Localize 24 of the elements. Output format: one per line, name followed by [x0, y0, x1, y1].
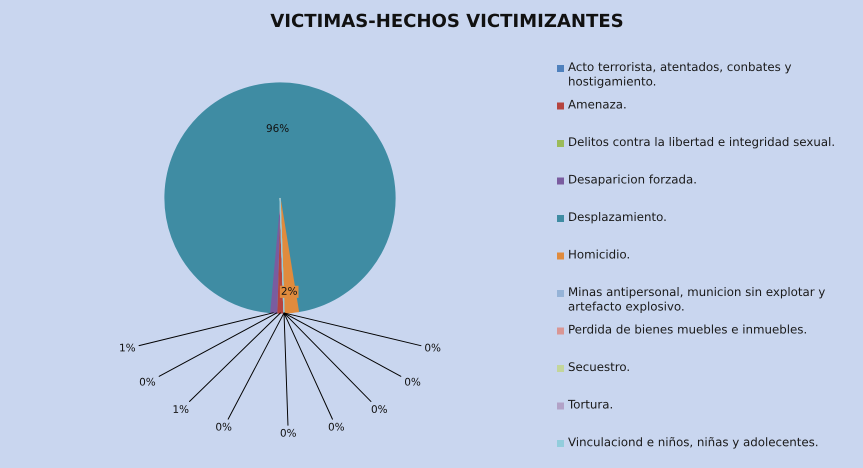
text: 0%	[216, 422, 232, 431]
legend-label: Secuestro.	[568, 362, 629, 372]
data-label: 96%	[266, 124, 289, 132]
text: 0%	[140, 378, 156, 386]
legend-label: Desplazamiento.	[569, 212, 666, 224]
legend-label: Tortura.	[568, 400, 612, 409]
legend-label: Delitos contra la libertad e integridad sexual.	[569, 137, 834, 148]
legend-label: Vinculaciond e niños, niñas y adolecentes.	[568, 437, 818, 449]
data-label: 2%	[282, 286, 297, 295]
legend-label: Homicidio.	[569, 250, 629, 259]
chart-title: VICTIMAS-HECHOS VICTIMIZANTES	[270, 14, 622, 28]
data-label: 1%	[120, 344, 136, 352]
text: 0%	[425, 344, 440, 352]
legend-label: Perdida de bienes muebles e inmuebles.	[569, 324, 806, 334]
text: 0%	[404, 378, 420, 386]
legend-label: Acto terrorista, atentados, conbates y hostigamiento.	[568, 62, 792, 88]
text: 0%	[328, 422, 344, 431]
legend-label: Desaparicion forzada.	[569, 174, 696, 186]
text: 0%	[280, 428, 296, 437]
legend-label: Minas antipersonal, municion sin explotar y artefacto explosivo.	[568, 287, 825, 313]
pie-slice	[164, 82, 396, 314]
data-label: 1%	[174, 405, 188, 414]
text: 0%	[372, 405, 387, 414]
legend-label: Amenaza.	[568, 100, 626, 109]
